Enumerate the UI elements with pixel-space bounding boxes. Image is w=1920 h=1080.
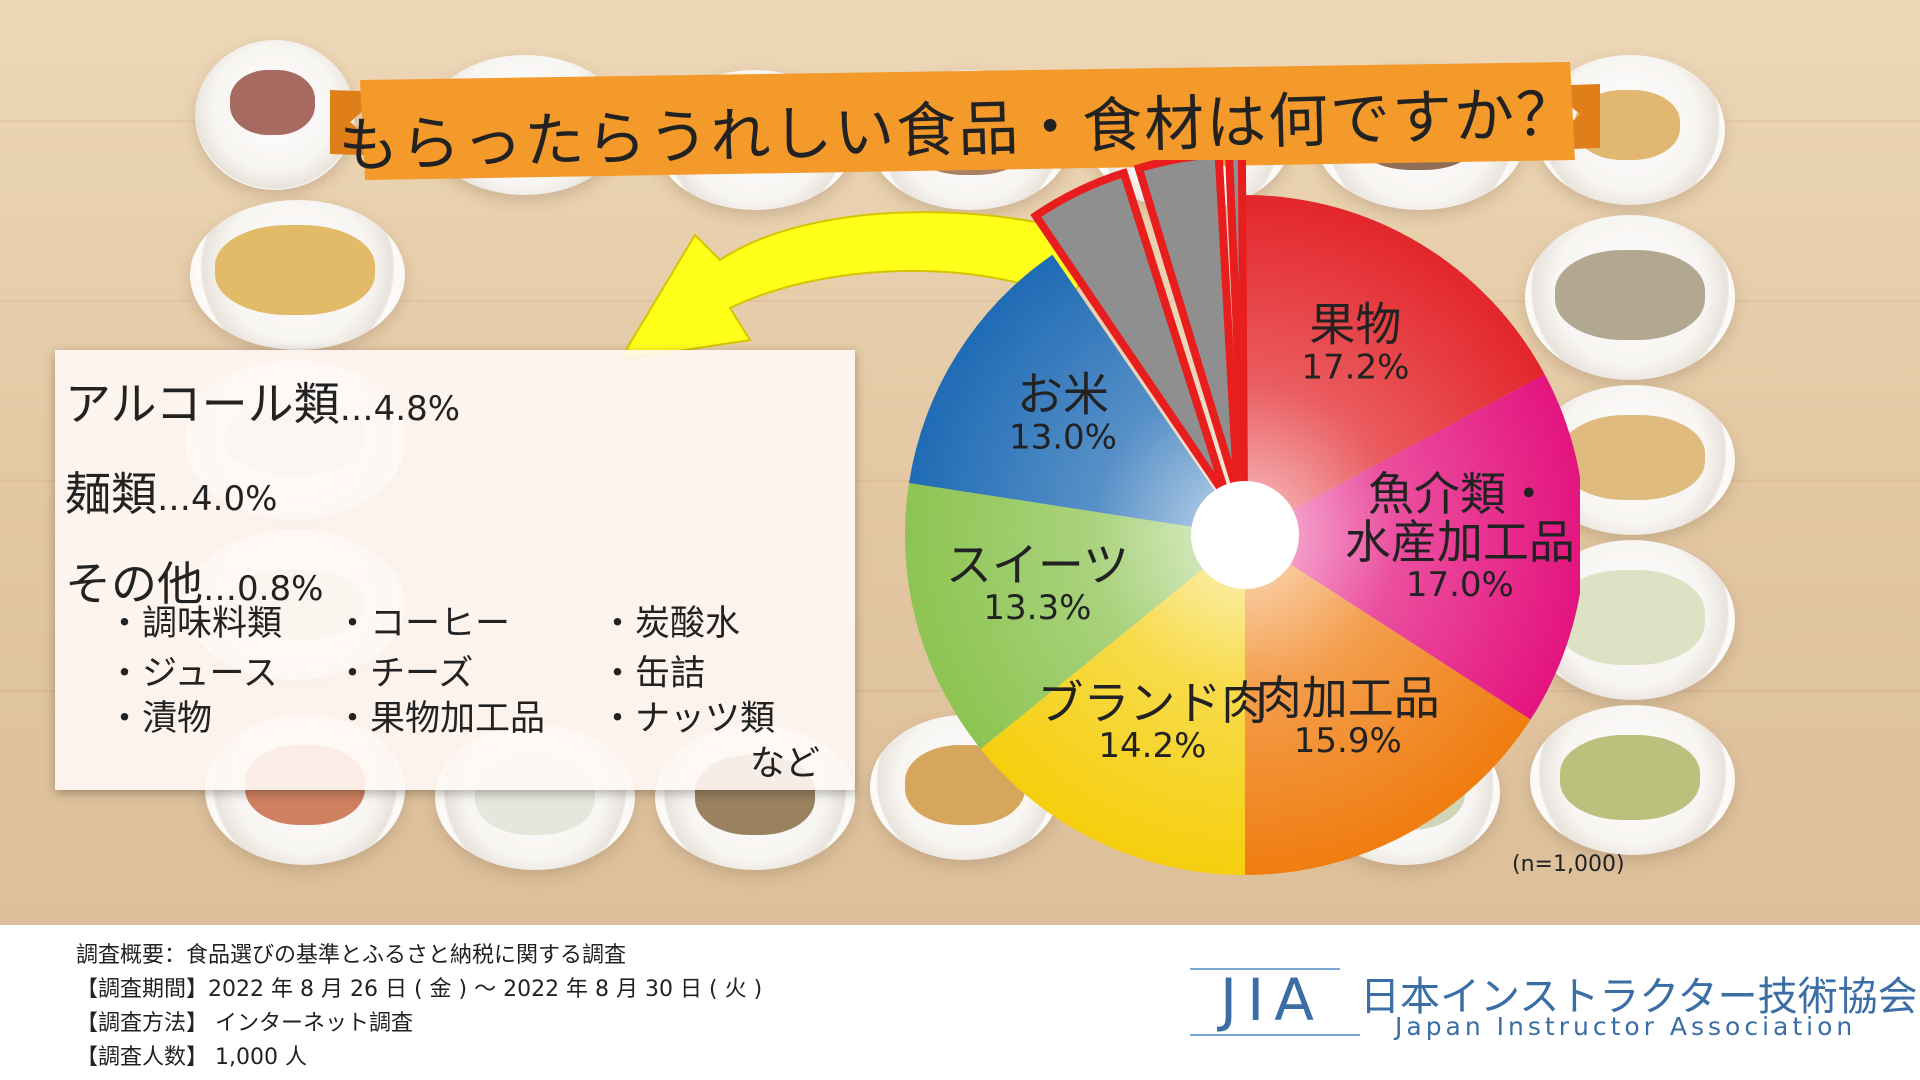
- food-plate: [190, 200, 405, 350]
- other-item: ・ジュース: [107, 654, 278, 694]
- survey-respondents: 【調査人数】 1,000 人: [76, 1045, 307, 1070]
- logo-abbr: JIA: [1220, 966, 1324, 1034]
- survey-footer: 調査概要：食品選びの基準とふるさと納税に関する調査 【調査期間】2022 年 8…: [0, 925, 1920, 1080]
- other-label: その他: [65, 557, 203, 611]
- food-plate: [1530, 705, 1735, 855]
- jia-logo: JIA 日本インストラクター技術協会 Japan Instructor Asso…: [1180, 962, 1918, 1052]
- noodles-line: 麺類…4.0%: [65, 458, 277, 524]
- banner-tail-left: [330, 90, 390, 156]
- noodles-value: …4.0%: [157, 479, 278, 519]
- banner-tail-right: [1542, 84, 1600, 150]
- logo-name-en: Japan Instructor Association: [1395, 1012, 1857, 1041]
- banner-ribbon: [360, 62, 1575, 180]
- slice-value-label: 13.0%: [1009, 418, 1117, 458]
- exploded-slice-8: [1225, 160, 1248, 494]
- other-item: ・ナッツ類: [600, 699, 776, 739]
- slice-label: 水産加工品: [1345, 515, 1575, 569]
- food: [1560, 735, 1700, 820]
- other-etc: など: [750, 744, 821, 784]
- alcohol-label: アルコール類: [65, 377, 340, 431]
- title-banner: [330, 62, 1600, 180]
- grouped-categories-panel: アルコール類…4.8% 麺類…4.0% その他…0.8% ・調味料類 ・コーヒー…: [55, 350, 855, 790]
- slice-label: スイーツ: [946, 538, 1129, 592]
- food: [1555, 570, 1705, 665]
- food: [215, 225, 375, 315]
- slice-label: ブランド肉: [1037, 676, 1267, 730]
- logo-name-jp: 日本インストラクター技術協会: [1360, 974, 1918, 1020]
- survey-overview: 調査概要：食品選びの基準とふるさと納税に関する調査: [76, 943, 627, 968]
- noodles-label: 麺類: [65, 467, 157, 521]
- slice-value-label: 17.0%: [1406, 565, 1514, 605]
- pie-center-hole: [1191, 481, 1299, 589]
- slice-value-label: 15.9%: [1294, 721, 1402, 761]
- food: [1560, 415, 1705, 500]
- slice-value-label: 13.3%: [983, 588, 1091, 628]
- alcohol-value: …4.8%: [339, 389, 461, 429]
- other-item: ・調味料類: [107, 604, 283, 644]
- other-item: ・炭酸水: [600, 604, 741, 644]
- other-item: ・チーズ: [335, 654, 474, 694]
- other-item: ・漬物: [107, 699, 213, 739]
- other-item: ・果物加工品: [335, 699, 546, 739]
- slice-value-label: 17.2%: [1301, 348, 1409, 388]
- logo-swoosh: [1190, 1034, 1360, 1036]
- exploded-slice-7: [1133, 160, 1242, 495]
- arrow-shape: [618, 211, 1107, 362]
- slice-label: 果物: [1309, 298, 1401, 352]
- survey-period: 【調査期間】2022 年 8 月 26 日 ( 金 ) ～ 2022 年 8 月…: [76, 977, 763, 1002]
- food: [230, 70, 315, 135]
- survey-method: 【調査方法】 インターネット調査: [76, 1011, 413, 1036]
- other-line: その他…0.8%: [65, 548, 323, 614]
- exploded-slice-6: [1030, 168, 1231, 500]
- other-item: ・コーヒー: [335, 604, 511, 644]
- sample-size-note: (n=1,000): [1512, 852, 1625, 877]
- alcohol-line: アルコール類…4.8%: [65, 368, 460, 434]
- logo-swoosh: [1190, 968, 1340, 970]
- wood-grain: [0, 300, 1920, 302]
- slice-value-label: 14.2%: [1098, 726, 1206, 766]
- slice-label: 肉加工品: [1256, 671, 1440, 725]
- food: [1555, 250, 1705, 340]
- other-item: ・缶詰: [600, 654, 706, 694]
- food-plate: [195, 40, 355, 190]
- food-plate: [1525, 215, 1735, 380]
- other-value: …0.8%: [203, 569, 324, 609]
- curved-arrow-icon: [618, 211, 1107, 362]
- slice-label: 魚介類・: [1368, 467, 1552, 521]
- slice-label: お米: [1017, 368, 1109, 422]
